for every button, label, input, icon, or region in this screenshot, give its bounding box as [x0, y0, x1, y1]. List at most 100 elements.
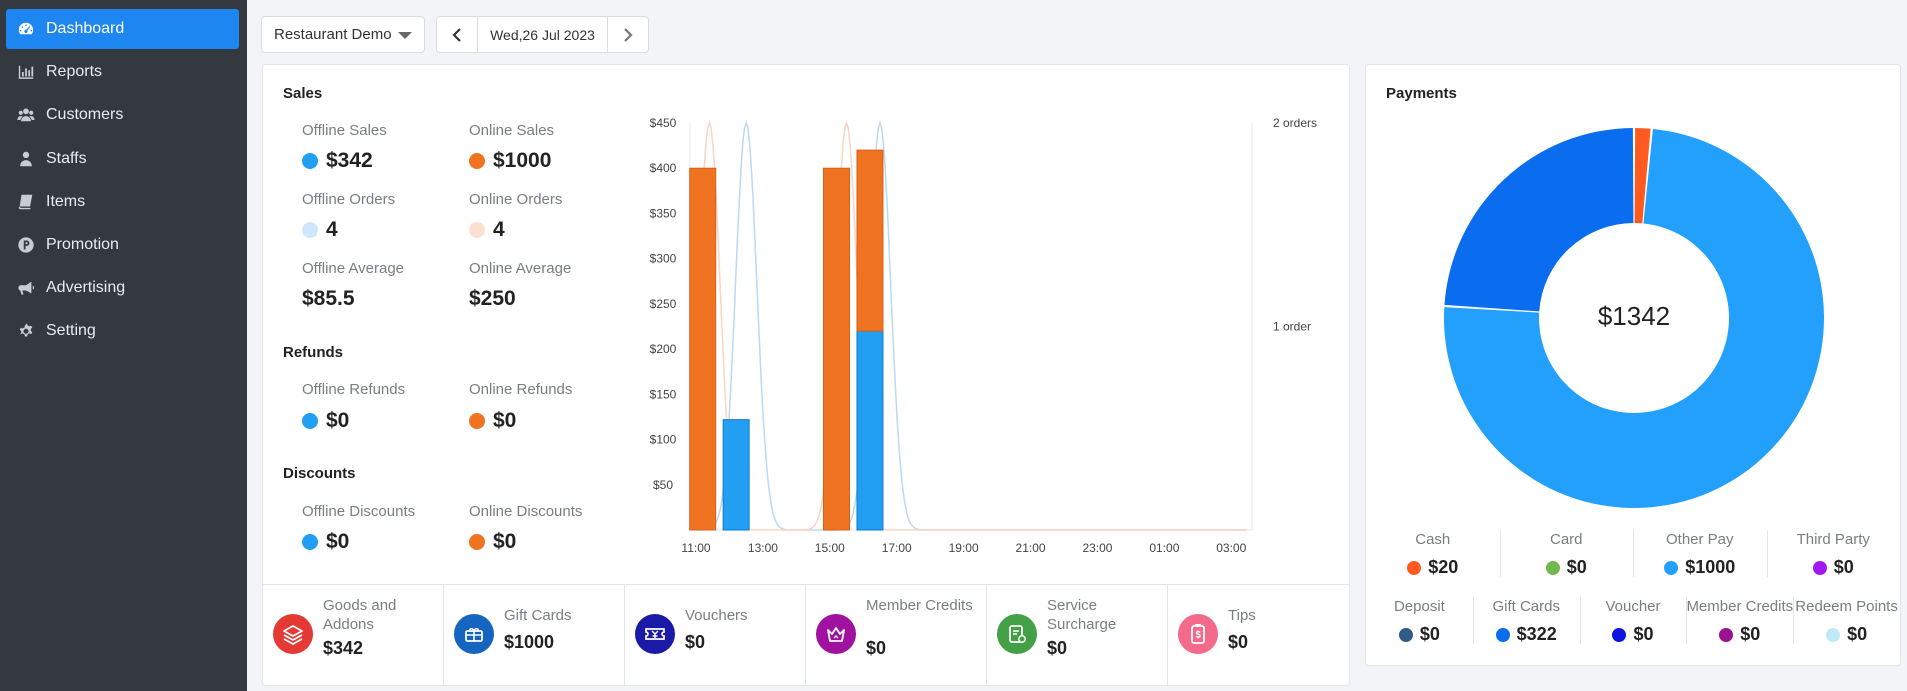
online-orders-count: 4: [493, 218, 505, 241]
payment-dot: [1719, 627, 1734, 642]
sidebar-item-items[interactable]: Items: [6, 182, 239, 222]
date-navigator: Wed,26 Jul 2023: [436, 16, 649, 53]
summary-tips: Tips $0: [1168, 584, 1349, 685]
summary-label: Tips: [1228, 607, 1256, 624]
payment-card: Card $0: [1500, 531, 1634, 578]
sidebar-item-label: Customers: [46, 106, 124, 123]
order-line-offline-orders: [696, 120, 1247, 531]
payment-dot: [1545, 560, 1560, 575]
payment-member-credits: Member Credits $0: [1686, 598, 1793, 645]
payment-third-party: Third Party $0: [1767, 531, 1901, 578]
x-tick-label: 03:00: [1216, 541, 1246, 555]
online-discounts-label: Online Discounts: [469, 503, 583, 520]
payment-dot: [1812, 560, 1827, 575]
summary-value: $0: [685, 632, 706, 652]
sidebar-item-advertising[interactable]: Advertising: [6, 268, 239, 308]
online-average-value: $250: [469, 287, 516, 310]
payment-amount: $20: [1428, 557, 1459, 577]
summary-label: Vouchers: [685, 607, 748, 624]
gear-icon: [16, 321, 36, 341]
sidebar-item-dashboard[interactable]: Dashboard: [6, 9, 239, 49]
x-tick-label: 17:00: [882, 541, 912, 555]
order-line-online-orders: [695, 120, 1247, 531]
summary-service-surcharge: Service Surcharge $0: [987, 584, 1168, 685]
payment-label: Third Party: [1796, 531, 1870, 548]
sidebar-item-setting[interactable]: Setting: [6, 311, 239, 351]
payment-value: $0: [1366, 624, 1473, 645]
sidebar-item-label: Advertising: [46, 279, 126, 296]
payment-gift-cards: Gift Cards $322: [1473, 598, 1580, 645]
payment-dot: [1826, 627, 1841, 642]
next-date-button[interactable]: [608, 17, 648, 52]
sidebar-item-customers[interactable]: Customers: [6, 95, 239, 135]
online-dot: [469, 153, 485, 169]
summary-value: $0: [866, 638, 887, 658]
offline-orders-label: Offline Orders: [302, 191, 396, 208]
summary-member-credits: Member Credits $0: [806, 584, 987, 685]
online-dot: [469, 534, 485, 550]
summary-goods-and-addons: Goods and Addons $342: [263, 584, 444, 685]
dashboard-icon: [16, 19, 36, 39]
payment-value: $0: [1793, 624, 1900, 645]
sidebar-item-promotion[interactable]: Promotion: [6, 225, 239, 265]
legend-separator: [1472, 597, 1474, 644]
chevron-left-icon: [452, 27, 461, 42]
online-refunds-label: Online Refunds: [469, 381, 573, 398]
summary-value: $0: [1047, 638, 1068, 658]
donut-slice-gift-cards: [1444, 128, 1634, 312]
online-refunds-value: $0: [469, 409, 516, 433]
legend-separator: [1499, 530, 1501, 577]
y-tick-label: $50: [653, 478, 673, 492]
sidebar-item-reports[interactable]: Reports: [6, 52, 239, 92]
legend-separator: [1793, 597, 1795, 644]
online-refunds-amount: $0: [493, 409, 517, 432]
donut-slice-other-pay: [1444, 128, 1824, 508]
offline-sales-amount: $342: [326, 149, 373, 172]
x-tick-label: 01:00: [1149, 541, 1179, 555]
sales-card: [262, 64, 1350, 686]
current-date[interactable]: Wed,26 Jul 2023: [477, 17, 608, 52]
offline-dot: [302, 413, 318, 429]
offline-sales-value: $342: [302, 149, 373, 173]
online-discounts-amount: $0: [493, 530, 517, 553]
offline-refunds-amount: $0: [326, 409, 350, 432]
payment-amount: $0: [1833, 557, 1854, 577]
gift-card-icon: [454, 614, 494, 654]
online-average-label: Online Average: [469, 260, 572, 277]
offline-discounts-amount: $0: [326, 530, 350, 553]
megaphone-icon: [16, 278, 36, 298]
payment-value: $20: [1366, 557, 1500, 578]
sidebar: Dashboard Reports Customers Staffs Items…: [0, 0, 247, 691]
payment-other-pay: Other Pay $1000: [1633, 531, 1767, 578]
summary-value: $1000: [504, 632, 555, 652]
payment-dot: [1398, 627, 1413, 642]
payment-value: $1000: [1633, 557, 1767, 578]
payment-amount: $0: [1740, 624, 1761, 644]
payment-dot: [1407, 560, 1422, 575]
online-discounts-value: $0: [469, 530, 516, 554]
summary-label: Member Credits: [866, 597, 973, 614]
users-icon: [16, 105, 36, 125]
chevron-right-icon: [624, 27, 633, 42]
store-select[interactable]: Restaurant Demo: [261, 16, 425, 53]
prev-date-button[interactable]: [437, 17, 477, 52]
bar-online: [823, 167, 851, 531]
sales-chart: $50 $100 $150 $200 $250 $300 $350 $400 $450 1 ord…: [650, 116, 1317, 555]
payment-amount: $0: [1847, 624, 1868, 644]
payment-value: $0: [1580, 624, 1687, 645]
y-tick-label: $250: [650, 297, 677, 311]
refunds-title: Refunds: [283, 344, 343, 361]
payment-value: $322: [1473, 624, 1580, 645]
sales-title: Sales: [283, 85, 323, 102]
legend-separator: [1579, 597, 1581, 644]
payment-label: Other Pay: [1665, 531, 1734, 548]
summary-value: $0: [1228, 632, 1249, 652]
payment-amount: $0: [1566, 557, 1587, 577]
sidebar-item-label: Reports: [46, 63, 103, 80]
summary-label: Gift Cards: [504, 607, 572, 624]
x-tick-label: 19:00: [949, 541, 979, 555]
y-tick-label: $200: [650, 342, 677, 356]
voucher-icon: [635, 614, 675, 654]
sidebar-item-staffs[interactable]: Staffs: [6, 139, 239, 179]
online-orders-value: 4: [469, 218, 505, 242]
